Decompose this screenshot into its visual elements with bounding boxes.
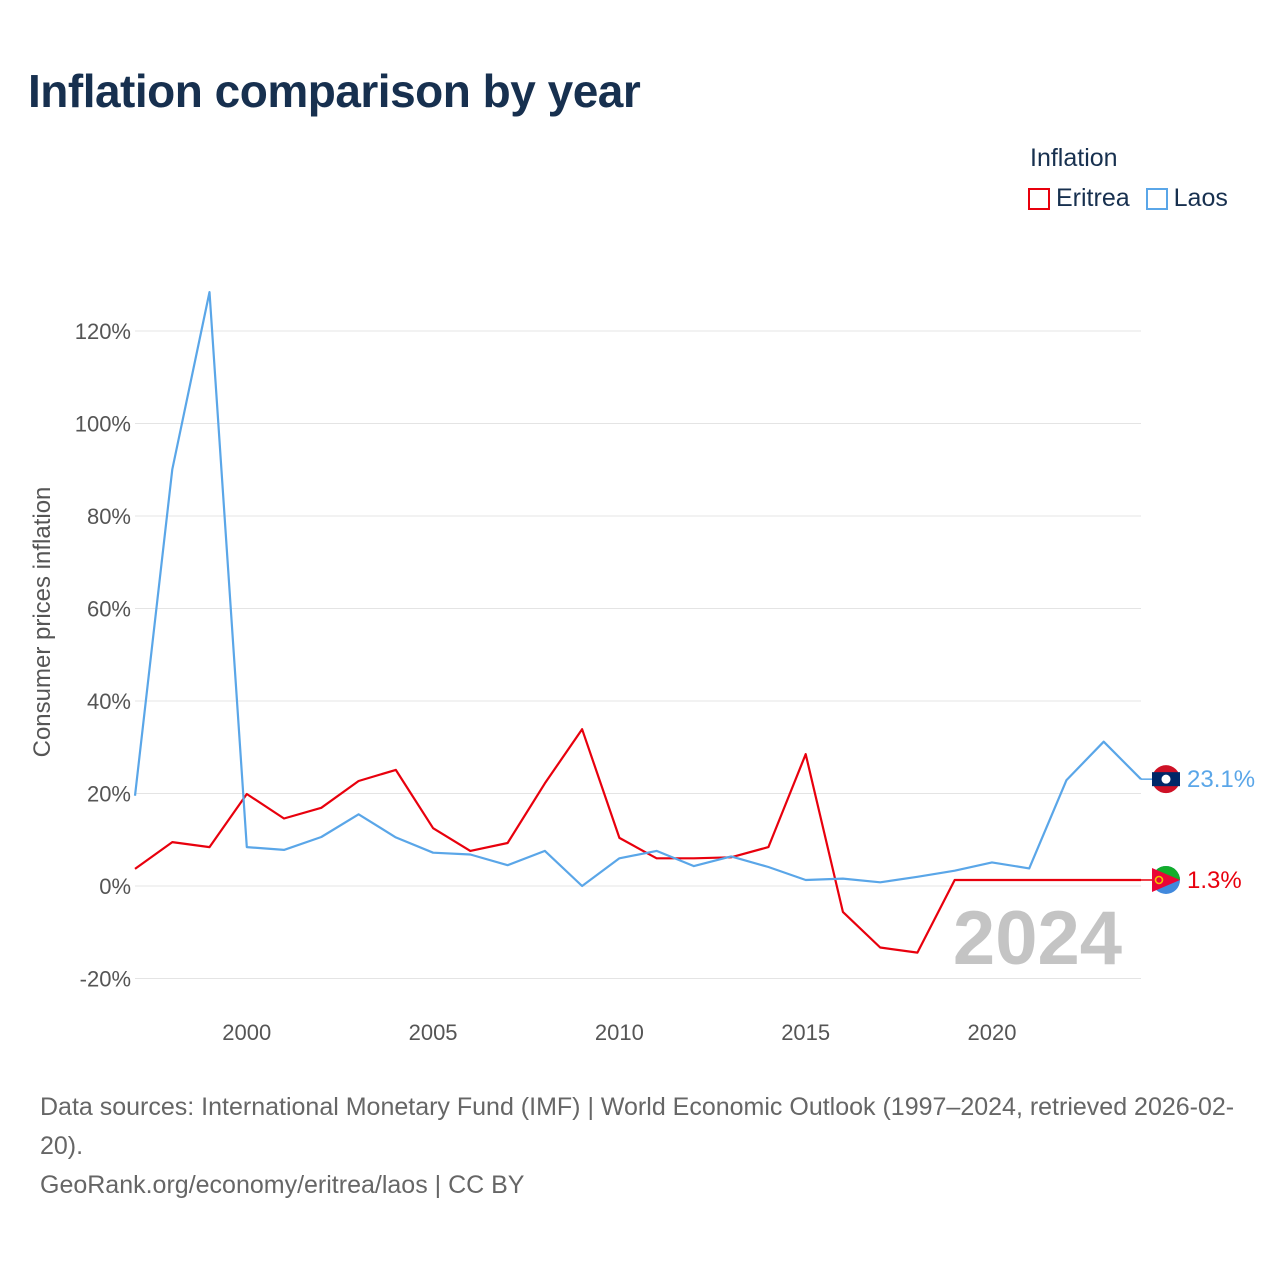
y-tick-label: 80% [87, 504, 131, 529]
y-axis-label: Consumer prices inflation [29, 487, 56, 758]
x-tick-label: 2000 [222, 1020, 271, 1045]
grid-lines [135, 330, 1141, 979]
legend-swatch-eritrea [1028, 187, 1050, 210]
legend-item-eritrea[interactable]: Eritrea [1028, 184, 1130, 213]
y-tick-label: 0% [99, 874, 131, 899]
y-tick-label: 60% [87, 597, 131, 622]
y-tick-label: 20% [87, 782, 131, 807]
x-tick-label: 2005 [409, 1020, 458, 1045]
x-axis-ticks: 2000 2005 2010 2015 2020 [222, 1020, 1016, 1045]
legend-title: Inflation [1030, 144, 1118, 172]
y-axis-ticks: -20% 0% 20% 40% 60% 80% 100% 120% [75, 319, 131, 992]
y-tick-label: 40% [87, 689, 131, 714]
page-title: Inflation comparison by year [28, 65, 641, 117]
laos-flag-icon [1152, 765, 1180, 794]
line-chart: -20%0%20%40%60%80%100%120% 2000 2005 2010 2… [29, 291, 1255, 1045]
legend-label-laos: Laos [1173, 184, 1228, 212]
series-lines [133, 291, 1142, 954]
footer: Data sources: International Monetary Fun… [40, 1088, 1250, 1205]
legend-item-laos[interactable]: Laos [1145, 184, 1228, 213]
x-tick-label: 2020 [967, 1020, 1016, 1045]
attribution-text[interactable]: GeoRank.org/economy/eritrea/laos | CC BY [40, 1171, 525, 1199]
legend-swatch-laos [1145, 187, 1168, 210]
legend: Eritrea Laos [1028, 184, 1228, 213]
legend-label-eritrea: Eritrea [1056, 184, 1130, 212]
end-markers: 1.3% 23.1% [1141, 765, 1255, 894]
y-tick-label: -20% [80, 967, 131, 992]
y-tick-label: 100% [75, 412, 131, 437]
x-tick-label: 2010 [595, 1020, 644, 1045]
end-value-label-eritrea: 1.3% [1187, 867, 1242, 894]
flag-white-disc [1161, 774, 1171, 784]
year-watermark: 2024 [953, 896, 1122, 981]
end-value-label-laos: 23.1% [1187, 766, 1255, 793]
y-tick-label: 120% [75, 319, 131, 344]
series-line-laos [133, 291, 1142, 888]
x-tick-label: 2015 [781, 1020, 830, 1045]
flag-emblem [1154, 875, 1164, 885]
data-source-text: Data sources: International Monetary Fun… [40, 1093, 1235, 1160]
series-line-eritrea [134, 728, 1141, 954]
flag-red-triangle [1152, 867, 1180, 892]
eritrea-flag-icon [1152, 865, 1181, 894]
